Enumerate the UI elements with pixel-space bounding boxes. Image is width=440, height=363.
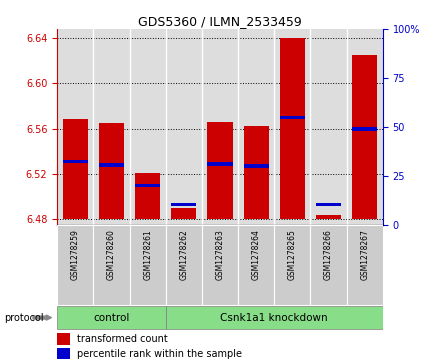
Bar [280, 116, 305, 119]
Text: GSM1278267: GSM1278267 [360, 229, 369, 280]
Bar [93, 225, 129, 305]
Bar [171, 203, 197, 207]
Text: GSM1278259: GSM1278259 [71, 229, 80, 280]
Text: Csnk1a1 knockdown: Csnk1a1 knockdown [220, 313, 328, 323]
Bar [62, 160, 88, 163]
Bar [57, 333, 70, 345]
Text: control: control [93, 313, 130, 323]
Bar [311, 225, 347, 305]
Bar [238, 225, 274, 305]
Bar [316, 203, 341, 207]
Text: GSM1278260: GSM1278260 [107, 229, 116, 280]
Bar [202, 225, 238, 305]
Bar [135, 184, 160, 187]
Text: transformed count: transformed count [77, 334, 168, 344]
Bar [166, 225, 202, 305]
Bar [316, 215, 341, 219]
Bar [57, 306, 166, 329]
Bar [347, 225, 383, 305]
Text: GSM1278264: GSM1278264 [252, 229, 260, 280]
Bar [243, 164, 269, 168]
Text: GSM1278261: GSM1278261 [143, 229, 152, 280]
Bar [171, 208, 197, 219]
Text: GSM1278262: GSM1278262 [180, 229, 188, 280]
Text: GSM1278263: GSM1278263 [216, 229, 224, 280]
Bar [280, 38, 305, 219]
Bar [57, 348, 70, 359]
Bar [207, 122, 233, 219]
Bar [62, 119, 88, 219]
Bar [207, 162, 233, 166]
Bar [352, 127, 378, 131]
Bar [243, 126, 269, 219]
Text: percentile rank within the sample: percentile rank within the sample [77, 348, 242, 359]
Bar [352, 55, 378, 219]
Bar [135, 173, 160, 219]
Bar [129, 225, 166, 305]
Text: GSM1278265: GSM1278265 [288, 229, 297, 280]
Title: GDS5360 / ILMN_2533459: GDS5360 / ILMN_2533459 [138, 15, 302, 28]
Bar [99, 123, 124, 219]
Text: GSM1278266: GSM1278266 [324, 229, 333, 280]
Bar [274, 225, 311, 305]
Bar [57, 225, 93, 305]
Text: protocol: protocol [4, 313, 44, 323]
Bar [166, 306, 383, 329]
Bar [99, 163, 124, 167]
